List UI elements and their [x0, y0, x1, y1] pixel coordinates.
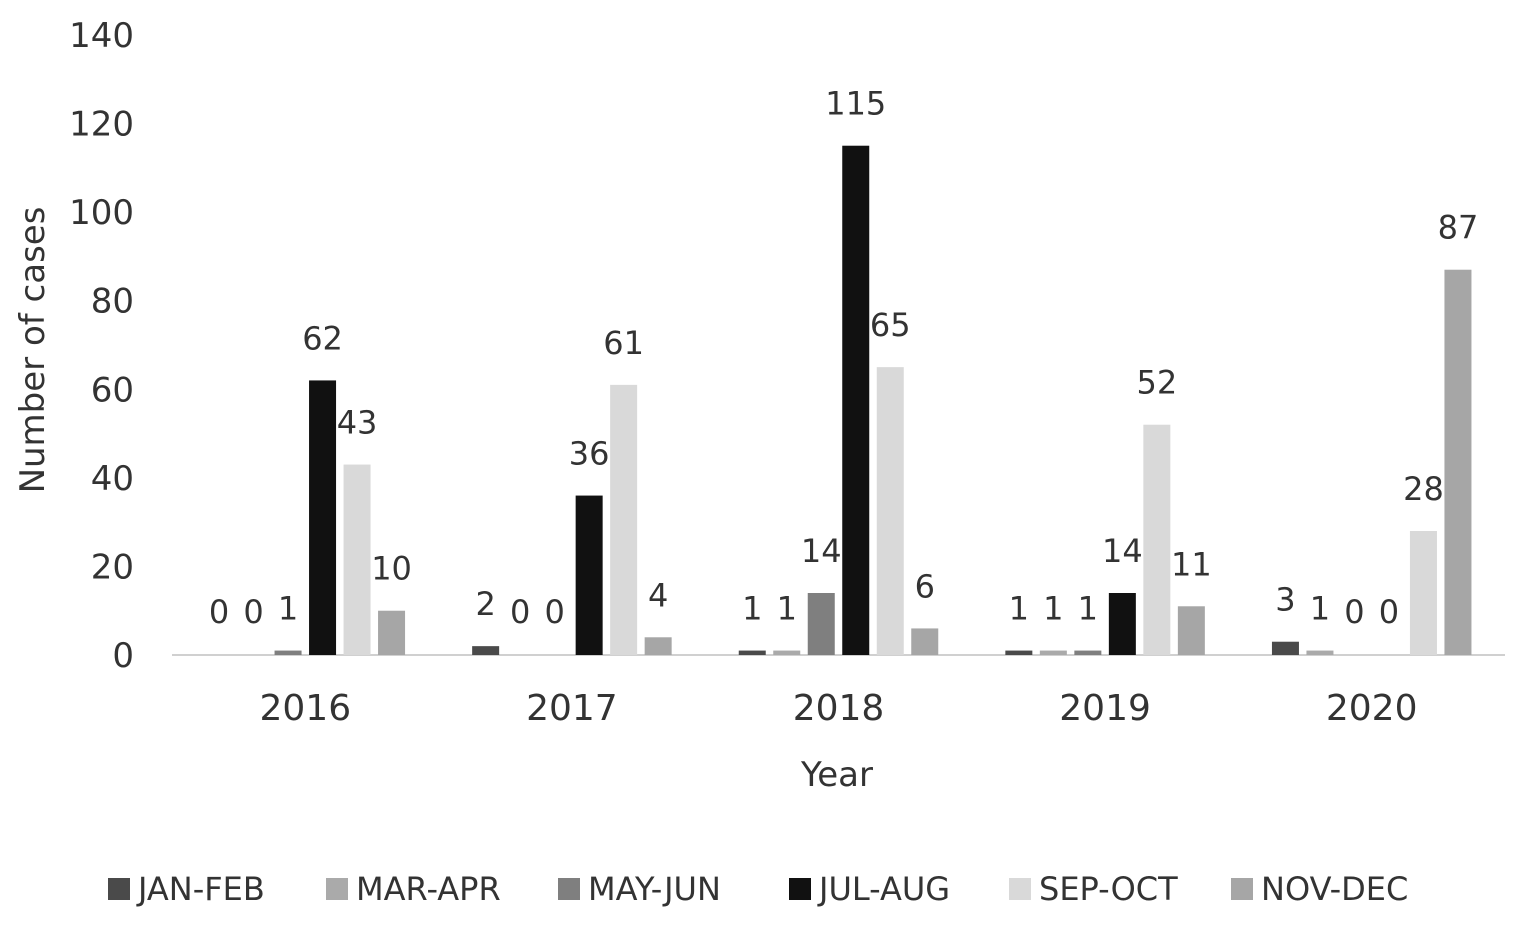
legend-label: JUL-AUG [817, 870, 950, 908]
x-axis-ticks: 2016 2017 2018 2019 2020 [259, 688, 1417, 729]
bar [1074, 650, 1102, 655]
legend-label: SEP-OCT [1039, 870, 1178, 908]
bar [343, 464, 371, 655]
x-tick-label: 2017 [526, 688, 618, 729]
data-label: 4 [648, 576, 668, 614]
data-label: 36 [569, 435, 610, 473]
x-axis-title: Year [800, 755, 873, 795]
bar [1039, 650, 1067, 655]
bar [1444, 269, 1472, 655]
legend-label: NOV-DEC [1261, 870, 1408, 908]
data-label: 0 [209, 593, 229, 631]
data-label: 0 [510, 593, 530, 631]
y-axis-title: Number of cases [13, 207, 53, 494]
legend-label: MAR-APR [356, 870, 501, 908]
legend-swatch [1231, 878, 1253, 900]
x-tick-label: 2016 [259, 688, 351, 729]
data-label: 14 [1102, 532, 1143, 570]
y-tick-label: 120 [69, 105, 134, 145]
bar [644, 637, 672, 655]
bar [1177, 606, 1205, 655]
data-label: 0 [544, 593, 564, 631]
data-label: 1 [777, 590, 797, 628]
bar [1143, 424, 1171, 655]
bar [1271, 641, 1299, 655]
data-label: 6 [915, 567, 935, 605]
legend: JAN-FEB MAR-APR MAY-JUN JUL-AUG SEP-OCT NOV-D… [108, 870, 1408, 908]
data-label: 62 [302, 319, 343, 357]
data-label: 52 [1136, 364, 1177, 402]
legend-swatch [789, 878, 811, 900]
data-label: 10 [371, 550, 412, 588]
x-tick-label: 2019 [1059, 688, 1151, 729]
bar [1108, 593, 1136, 655]
legend-swatch [326, 878, 348, 900]
data-label: 28 [1403, 470, 1444, 508]
y-axis-ticks: 0 20 40 60 80 100 120 140 [69, 16, 134, 676]
bars [274, 145, 1472, 655]
bar [1306, 650, 1334, 655]
bar [773, 650, 801, 655]
data-label: 3 [1275, 581, 1295, 619]
data-label: 0 [1379, 593, 1399, 631]
legend-swatch [108, 878, 130, 900]
y-tick-label: 80 [91, 282, 134, 322]
y-tick-label: 140 [69, 16, 134, 56]
data-label: 1 [1009, 590, 1029, 628]
data-label: 87 [1438, 209, 1479, 247]
bar [274, 650, 302, 655]
legend-swatch [558, 878, 580, 900]
legend-label: MAY-JUN [588, 870, 721, 908]
bar [842, 145, 870, 655]
bar [1409, 531, 1437, 655]
data-label: 11 [1171, 545, 1212, 583]
bar [378, 610, 406, 655]
bar [738, 650, 766, 655]
data-label: 61 [603, 324, 644, 362]
bar [575, 495, 603, 655]
bar [911, 628, 939, 655]
data-label: 65 [870, 306, 911, 344]
data-label: 2 [475, 585, 495, 623]
bar [309, 380, 337, 655]
data-label: 1 [1078, 590, 1098, 628]
bar [472, 646, 500, 655]
data-label: 115 [825, 85, 886, 123]
data-label: 14 [801, 532, 842, 570]
y-tick-label: 20 [91, 547, 134, 587]
x-tick-label: 2018 [793, 688, 885, 729]
x-tick-label: 2020 [1326, 688, 1418, 729]
data-label: 1 [1043, 590, 1063, 628]
y-tick-label: 100 [69, 193, 134, 233]
data-label: 1 [1310, 590, 1330, 628]
legend-label: JAN-FEB [136, 870, 265, 908]
y-tick-label: 40 [91, 459, 134, 499]
bar [807, 593, 835, 655]
bar [610, 384, 638, 655]
data-label: 0 [1344, 593, 1364, 631]
y-tick-label: 60 [91, 370, 134, 410]
data-label: 1 [742, 590, 762, 628]
data-label: 43 [337, 404, 378, 442]
legend-swatch [1009, 878, 1031, 900]
data-label: 0 [243, 593, 263, 631]
data-label: 1 [278, 590, 298, 628]
bar [1005, 650, 1033, 655]
bar [876, 367, 904, 655]
y-tick-label: 0 [112, 636, 134, 676]
